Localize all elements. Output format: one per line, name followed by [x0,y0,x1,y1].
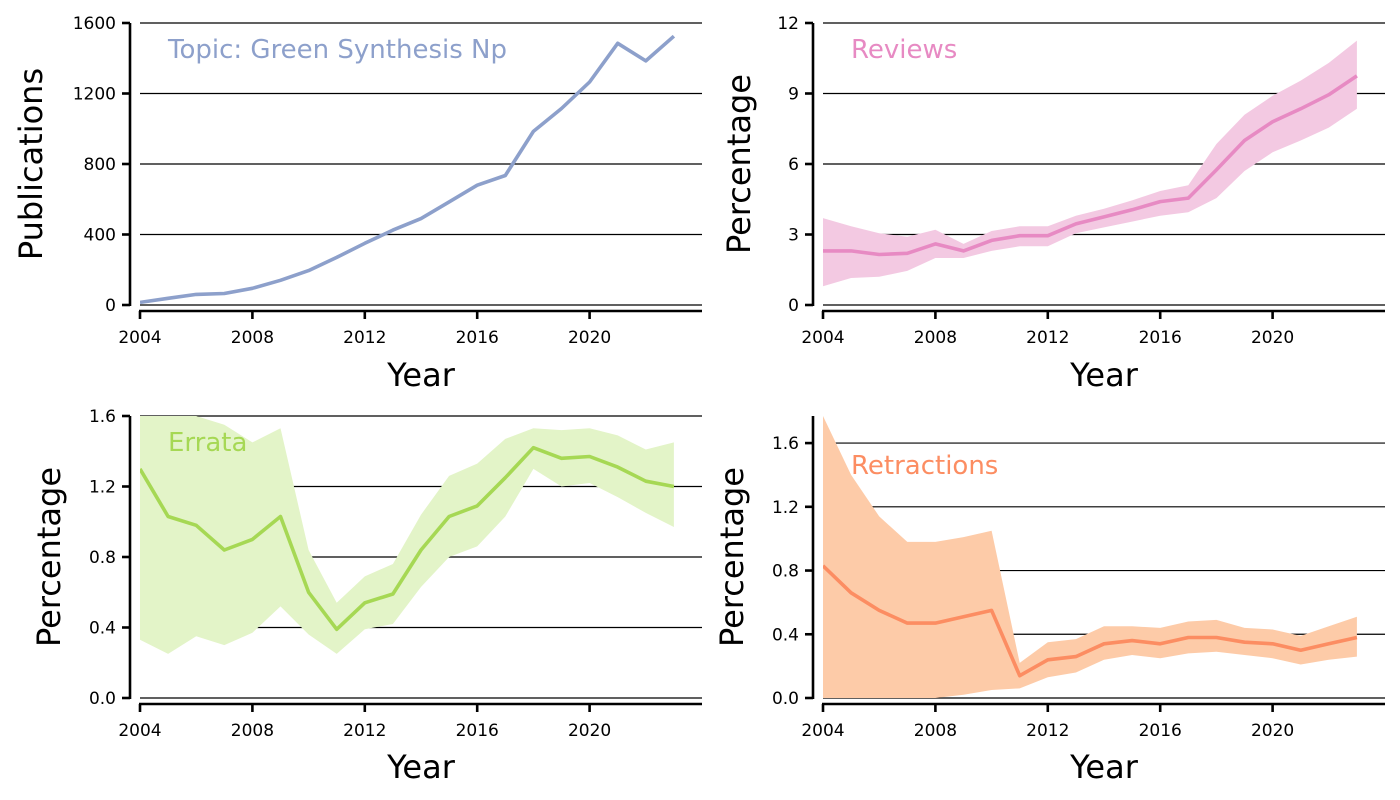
x-tick-label-reviews: 2016 [1139,328,1182,348]
series-line-publications [140,34,676,305]
y-tick-label-retractions: 0.0 [772,689,799,709]
panel-errata: 0.0 0.4 0.8 1.2 1.6 2004 2008 2012 2016 2020 Year P… [30,407,702,786]
x-tick-label-retractions: 2004 [801,721,844,741]
confidence-band-retractions [823,416,1357,698]
y-tick-label-reviews: 9 [788,85,799,105]
x-axis-title-reviews: Year [1069,356,1139,394]
x-tick-label-reviews: 2012 [1026,328,1069,348]
y-axis-title-errata: Percentage [30,467,68,647]
y-axis-title-retractions: Percentage [713,467,751,647]
panel-retractions: 0.0 0.4 0.8 1.2 1.6 2004 2008 2012 2016 2020 Year P… [713,416,1385,786]
x-axis-title-publications: Year [386,356,456,394]
x-tick-label-errata: 2020 [568,721,611,741]
x-tick-label-publications: 2016 [456,328,499,348]
y-tick-label-reviews: 0 [788,296,799,316]
panel-reviews: 0 3 6 9 12 2004 2008 2012 2016 2020 Year Percentage… [720,14,1385,394]
y-tick-label-retractions: 1.2 [772,498,799,518]
y-tick-label-publications: 1600 [73,14,116,34]
y-tick-label-reviews: 3 [788,226,799,246]
y-tick-label-retractions: 0.4 [772,625,799,645]
x-tick-label-publications: 2012 [343,328,386,348]
x-tick-label-retractions: 2008 [914,721,957,741]
y-axis-title-reviews: Percentage [720,74,758,254]
x-tick-label-publications: 2004 [118,328,161,348]
y-tick-label-publications: 800 [84,155,116,175]
x-tick-label-retractions: 2020 [1251,721,1294,741]
y-tick-label-retractions: 0.8 [772,562,799,582]
x-tick-label-errata: 2012 [343,721,386,741]
panel-publications: 0 400 800 1200 1600 2004 2008 2012 2016 2020 Year P… [12,14,702,394]
y-tick-label-publications: 0 [105,296,116,316]
series-line-retractions [823,564,1358,678]
x-tick-label-errata: 2004 [118,721,161,741]
annotation-reviews: Reviews [851,35,957,65]
annotation-publications: Topic: Green Synthesis Np [167,35,507,65]
y-tick-label-publications: 1200 [73,85,116,105]
x-tick-label-reviews: 2020 [1251,328,1294,348]
y-tick-label-publications: 400 [84,226,116,246]
x-tick-label-publications: 2020 [568,328,611,348]
y-tick-label-errata: 1.6 [89,407,116,427]
y-tick-label-errata: 0.8 [89,548,116,568]
x-tick-label-publications: 2008 [231,328,274,348]
x-tick-label-reviews: 2008 [914,328,957,348]
y-tick-label-reviews: 6 [788,155,799,175]
y-tick-label-reviews: 12 [777,14,799,34]
annotation-retractions: Retractions [851,451,998,481]
y-tick-label-retractions: 1.6 [772,434,799,454]
series-line-reviews [823,74,1358,257]
confidence-band-reviews [823,40,1357,287]
x-tick-label-reviews: 2004 [801,328,844,348]
series-line-errata [140,445,675,632]
x-tick-label-retractions: 2012 [1026,721,1069,741]
annotation-errata: Errata [168,428,247,458]
confidence-band-errata [140,416,674,654]
x-tick-label-errata: 2008 [231,721,274,741]
x-axis-title-errata: Year [386,748,456,786]
y-axis-title-publications: Publications [12,68,50,260]
x-tick-label-retractions: 2016 [1139,721,1182,741]
x-tick-label-errata: 2016 [456,721,499,741]
y-tick-label-errata: 0.4 [89,619,116,639]
x-axis-title-retractions: Year [1069,748,1139,786]
y-tick-label-errata: 1.2 [89,478,116,498]
y-tick-label-errata: 0.0 [89,689,116,709]
